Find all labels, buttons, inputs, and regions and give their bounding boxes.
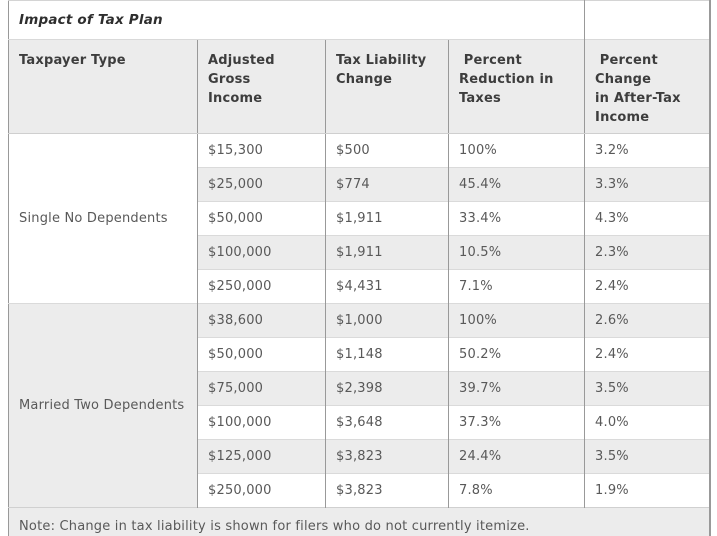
cell-agi: $75,000 — [197, 371, 326, 406]
cell-pct-after-tax: 3.2% — [584, 133, 710, 168]
cell-tax-change: $2,398 — [325, 371, 449, 406]
cell-pct-after-tax: 3.5% — [584, 439, 710, 474]
cell-pct-reduction: 100% — [447, 303, 585, 338]
cell-pct-after-tax: 2.4% — [584, 337, 710, 372]
table-row: $50,000 $1,148 50.2% 2.4% — [9, 337, 710, 372]
group-label-single: Single No Dependents — [8, 133, 198, 304]
table-row: $25,000 $774 45.4% 3.3% — [9, 167, 710, 202]
header-percent-reduction: Percent Reduction in Taxes — [447, 39, 585, 134]
cell-pct-reduction: 7.1% — [447, 269, 585, 304]
cell-tax-change: $3,823 — [325, 439, 449, 474]
cell-pct-reduction: 39.7% — [447, 371, 585, 406]
cell-pct-reduction: 100% — [447, 133, 585, 168]
cell-agi: $15,300 — [197, 133, 326, 168]
header-adjusted-gross-income: Adjusted Gross Income — [197, 39, 326, 134]
cell-pct-after-tax: 3.5% — [584, 371, 710, 406]
cell-tax-change: $500 — [325, 133, 449, 168]
title-row: Impact of Tax Plan — [8, 0, 710, 40]
cell-agi: $50,000 — [197, 201, 326, 236]
cell-pct-reduction: 33.4% — [447, 201, 585, 236]
cell-tax-change: $3,648 — [325, 405, 449, 440]
cell-agi: $250,000 — [197, 473, 326, 508]
title-empty-cell — [584, 0, 710, 40]
cell-agi: $250,000 — [197, 269, 326, 304]
cell-pct-after-tax: 2.4% — [584, 269, 710, 304]
cell-pct-reduction: 50.2% — [447, 337, 585, 372]
table-row: $75,000 $2,398 39.7% 3.5% — [9, 371, 710, 406]
cell-agi: $38,600 — [197, 303, 326, 338]
header-row: Taxpayer Type Adjusted Gross Income Tax … — [8, 39, 710, 134]
table-note: Note: Change in tax liability is shown f… — [8, 507, 710, 536]
cell-agi: $100,000 — [197, 405, 326, 440]
table-row: $125,000 $3,823 24.4% 3.5% — [9, 439, 710, 474]
header-tax-liability-change: Tax Liability Change — [325, 39, 449, 134]
cell-pct-reduction: 45.4% — [447, 167, 585, 202]
cell-tax-change: $1,911 — [325, 201, 449, 236]
table-row: $100,000 $3,648 37.3% 4.0% — [9, 405, 710, 440]
header-taxpayer-type: Taxpayer Type — [8, 39, 198, 134]
cell-pct-reduction: 24.4% — [447, 439, 585, 474]
cell-pct-reduction: 37.3% — [447, 405, 585, 440]
header-percent-change-after-tax: Percent Change in After-Tax Income — [584, 39, 710, 134]
cell-tax-change: $4,431 — [325, 269, 449, 304]
table-row: $250,000 $3,823 7.8% 1.9% — [9, 473, 710, 508]
cell-tax-change: $1,000 — [325, 303, 449, 338]
cell-pct-reduction: 10.5% — [447, 235, 585, 270]
table-title: Impact of Tax Plan — [8, 0, 585, 40]
table-row: $100,000 $1,911 10.5% 2.3% — [9, 235, 710, 270]
table-row: Single No Dependents $15,300 $500 100% 3… — [8, 133, 710, 304]
table-row: $250,000 $4,431 7.1% 2.4% — [9, 269, 710, 304]
cell-agi: $100,000 — [197, 235, 326, 270]
cell-pct-reduction: 7.8% — [447, 473, 585, 508]
cell-agi: $25,000 — [197, 167, 326, 202]
group-label-married: Married Two Dependents — [8, 303, 198, 508]
cell-tax-change: $1,148 — [325, 337, 449, 372]
table-row: Married Two Dependents $38,600 $1,000 10… — [8, 303, 710, 508]
cell-agi: $50,000 — [197, 337, 326, 372]
cell-pct-after-tax: 2.3% — [584, 235, 710, 270]
cell-tax-change: $1,911 — [325, 235, 449, 270]
cell-pct-after-tax: 2.6% — [584, 303, 710, 338]
tax-impact-table: Impact of Tax Plan Taxpayer Type Adjuste… — [8, 0, 711, 536]
cell-pct-after-tax: 3.3% — [584, 167, 710, 202]
cell-pct-after-tax: 1.9% — [584, 473, 710, 508]
note-row: Note: Change in tax liability is shown f… — [8, 507, 710, 536]
cell-pct-after-tax: 4.0% — [584, 405, 710, 440]
cell-agi: $125,000 — [197, 439, 326, 474]
cell-tax-change: $774 — [325, 167, 449, 202]
table-row: $50,000 $1,911 33.4% 4.3% — [9, 201, 710, 236]
cell-pct-after-tax: 4.3% — [584, 201, 710, 236]
cell-tax-change: $3,823 — [325, 473, 449, 508]
